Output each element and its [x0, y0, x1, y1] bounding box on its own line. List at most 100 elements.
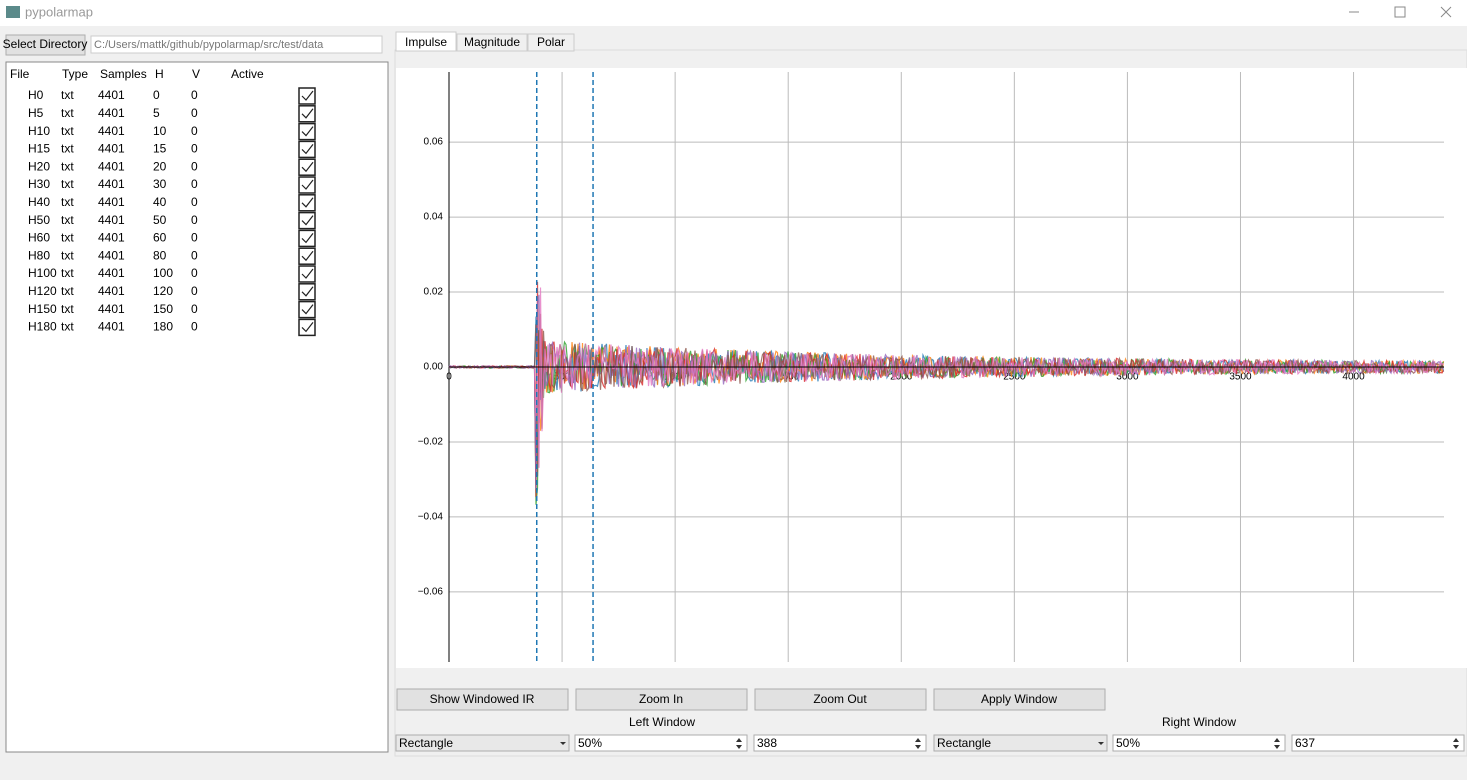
spin-arrows: [736, 738, 742, 749]
tab[interactable]: [456, 33, 528, 52]
table-cell: 20: [153, 159, 167, 173]
table-cell: 4401: [98, 195, 125, 209]
active-checkbox[interactable]: [298, 247, 316, 265]
active-checkbox[interactable]: [298, 176, 316, 194]
close[interactable]: [1440, 6, 1452, 18]
button-label: Apply Window: [981, 692, 1057, 706]
x-tick-label: 2000: [890, 372, 913, 383]
table-cell: 0: [191, 88, 198, 102]
table-cell: 4401: [98, 320, 125, 334]
spin-text: 388: [757, 736, 777, 750]
table-cell: 50: [153, 213, 167, 227]
active-checkbox[interactable]: [298, 87, 316, 105]
table-cell: 4401: [98, 177, 125, 191]
spin-arrows: [915, 738, 921, 749]
table-cell: 4401: [98, 284, 125, 298]
active-checkbox[interactable]: [298, 211, 316, 230]
table-cell: 30: [153, 177, 167, 191]
check-mark: [301, 90, 314, 101]
table-cell: H30: [28, 177, 50, 191]
spin-box[interactable]: [753, 734, 927, 752]
action-button[interactable]: [396, 688, 569, 711]
tab-label: Impulse: [405, 35, 447, 49]
select-directory-button[interactable]: [5, 34, 86, 56]
table-cell: 0: [191, 320, 198, 334]
table-cell: 0: [191, 231, 198, 245]
group-label: Right Window: [1162, 715, 1236, 729]
table-cell: txt: [61, 159, 74, 173]
active-checkbox[interactable]: [298, 122, 316, 141]
table-cell: H40: [28, 195, 50, 209]
check-mark: [301, 250, 314, 262]
y-tick-label: −0.06: [418, 587, 444, 598]
active-checkbox[interactable]: [298, 318, 316, 337]
table-cell: txt: [61, 106, 74, 120]
y-tick-label: 0.00: [424, 362, 444, 373]
active-checkbox[interactable]: [298, 194, 316, 212]
file-table: [5, 61, 389, 753]
table-cell: 150: [153, 302, 173, 316]
check-mark: [301, 215, 314, 226]
table-cell: txt: [61, 302, 74, 316]
button-label: Select Directory: [3, 37, 88, 51]
column-header: Samples: [100, 67, 147, 81]
spin-box[interactable]: [574, 734, 748, 752]
action-button[interactable]: [754, 688, 927, 711]
combo-text: Rectangle: [937, 736, 991, 750]
active-checkbox[interactable]: [298, 283, 316, 301]
table-cell: txt: [61, 231, 74, 245]
table-cell: txt: [61, 248, 74, 262]
window-type-combo[interactable]: [395, 734, 570, 752]
table-cell: 180: [153, 320, 173, 334]
column-header: Type: [62, 67, 88, 81]
tab[interactable]: [395, 31, 457, 52]
table-cell: H180: [28, 320, 57, 334]
y-tick-label: 0.02: [424, 287, 444, 298]
tab[interactable]: [527, 33, 575, 52]
table-cell: 10: [153, 124, 167, 138]
table-cell: txt: [61, 124, 74, 138]
active-checkbox[interactable]: [298, 140, 316, 159]
spin-text: 50%: [578, 736, 602, 750]
table-cell: 4401: [98, 124, 125, 138]
table-cell: txt: [61, 320, 74, 334]
table-cell: txt: [61, 195, 74, 209]
spin-box[interactable]: [1112, 734, 1286, 752]
combo-text: Rectangle: [399, 736, 453, 750]
active-checkbox[interactable]: [298, 300, 316, 319]
path-input[interactable]: [90, 35, 383, 54]
table-cell: H15: [28, 142, 50, 156]
table-cell: txt: [61, 142, 74, 156]
active-checkbox[interactable]: [298, 158, 316, 176]
x-tick-label: 3000: [1116, 372, 1139, 383]
maximize[interactable]: [1394, 6, 1406, 18]
table-cell: 0: [191, 195, 198, 209]
action-button[interactable]: [575, 688, 748, 711]
window-type-combo[interactable]: [933, 734, 1108, 752]
combo-arrow: [1098, 742, 1104, 745]
check-mark: [301, 108, 314, 119]
active-checkbox[interactable]: [298, 265, 316, 283]
active-checkbox[interactable]: [298, 229, 316, 248]
table-cell: 40: [153, 195, 167, 209]
active-checkbox[interactable]: [298, 105, 316, 123]
spin-box[interactable]: [1291, 734, 1465, 752]
column-header: Active: [231, 67, 264, 81]
table-cell: H20: [28, 159, 50, 173]
check-mark: [301, 126, 314, 137]
table-cell: H50: [28, 213, 50, 227]
y-tick-label: −0.02: [418, 437, 444, 448]
combo-arrow: [560, 742, 566, 745]
table-cell: H10: [28, 124, 50, 138]
table-cell: 5: [153, 106, 160, 120]
table-cell: txt: [61, 266, 74, 280]
x-tick-label: 3500: [1229, 372, 1252, 383]
table-cell: 0: [191, 177, 198, 191]
title-bar: [0, 0, 1467, 26]
table-cell: txt: [61, 213, 74, 227]
check-mark: [301, 322, 314, 333]
table-cell: 0: [191, 124, 198, 138]
table-cell: H100: [28, 266, 57, 280]
table-cell: 0: [191, 248, 198, 262]
action-button[interactable]: [933, 688, 1106, 711]
